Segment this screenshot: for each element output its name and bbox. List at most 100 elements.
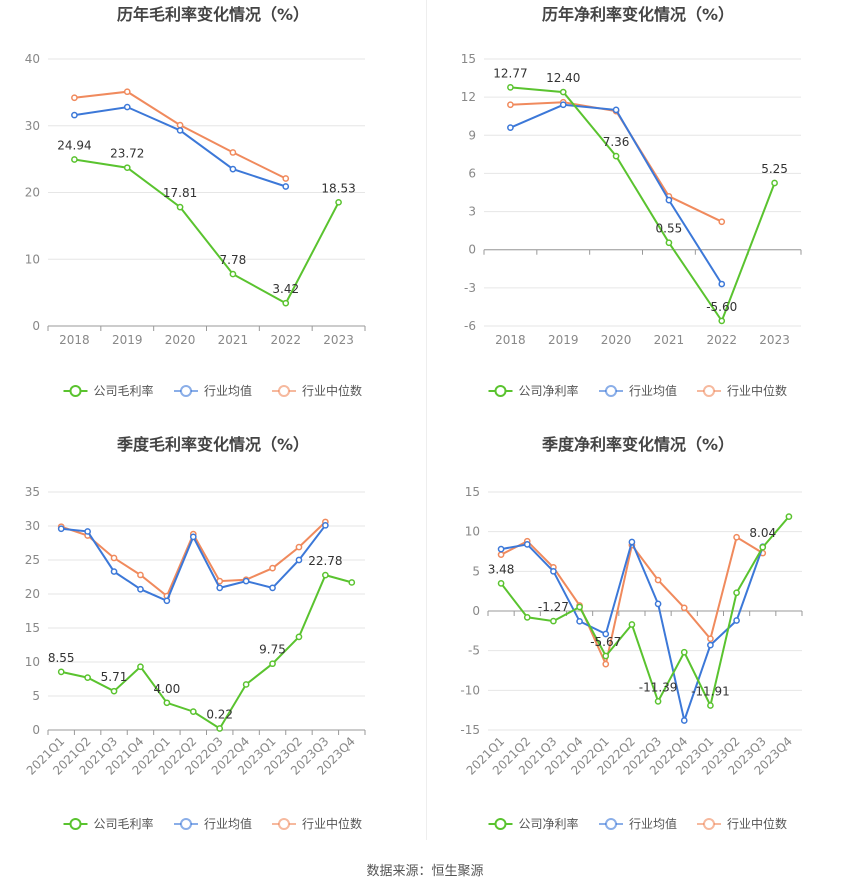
data-label: -1.27 [538,600,569,614]
y-tick-label: -5 [468,644,480,658]
legend-swatch-marker [180,818,192,830]
chart-title: 季度毛利率变化情况（%） [116,435,309,454]
panel-divider [426,0,427,840]
y-tick-label: -3 [464,281,476,295]
data-point-company [707,702,714,709]
legend: 公司净利率 行业均值 行业中位数 [488,383,787,398]
series-company [497,513,793,709]
legend-item-median: 行业中位数 [697,383,787,398]
data-point-company [576,603,583,611]
data-point-company [733,589,740,597]
legend-item-avg: 行业均值 [174,816,252,831]
legend-swatch-marker [278,385,290,397]
data-point-company [507,84,514,91]
data-point-company [176,203,184,211]
data-point-median [282,175,290,182]
legend-item-company: 公司净利率 [488,383,579,398]
data-label: 5.25 [761,162,788,176]
data-point-avg [242,577,250,585]
data-point-company [718,317,726,325]
legend-item-company: 公司毛利率 [63,816,154,831]
legend-swatch-marker [703,818,715,830]
data-point-company [71,156,78,163]
y-tick-label: 15 [461,52,476,66]
data-point-avg [137,585,144,593]
x-tick-label: 2018 [495,333,526,347]
data-point-company [654,698,662,705]
data-point-company [282,299,290,307]
data-point-avg [269,584,276,592]
chart-title: 季度净利率变化情况（%） [541,435,734,454]
legend-label: 行业均值 [204,816,252,831]
data-label: 4.00 [154,682,181,696]
series-avg [57,521,329,605]
data-point-avg [163,597,171,605]
y-tick-label: 30 [25,119,40,133]
y-tick-label: 20 [25,186,40,200]
legend-swatch-marker [605,818,617,830]
legend-label: 行业中位数 [727,816,787,831]
data-point-company [57,668,65,676]
data-point-median [654,576,662,584]
legend: 公司毛利率 行业均值 行业中位数 [63,383,362,398]
series-company [71,156,342,307]
legend: 公司净利率 行业均值 行业中位数 [488,816,787,831]
legend-label: 行业中位数 [302,816,362,831]
series-avg [507,101,726,288]
data-label: 12.77 [493,66,527,80]
x-tick-label: 2022 [706,333,737,347]
data-point-company [335,198,342,206]
data-point-median [110,554,118,562]
data-source: 数据来源：恒生聚源 [366,864,484,879]
data-point-median [269,564,276,572]
data-point-company [295,633,303,641]
data-label: 3.48 [488,562,515,576]
data-label: 7.36 [603,135,630,149]
x-tick-label: 2021 [654,333,685,347]
data-point-median [71,94,78,102]
y-tick-label: 40 [25,52,40,66]
legend-label: 行业均值 [629,383,677,398]
data-point-avg [110,568,118,575]
data-point-avg [71,111,78,119]
data-point-median [680,604,688,612]
data-label: -11.39 [639,680,678,694]
data-point-avg [550,567,557,575]
data-point-company [242,681,250,688]
data-label: 17.81 [163,186,197,200]
data-point-avg [123,103,131,111]
series-avg [497,538,767,725]
data-point-company [628,621,636,628]
data-point-median [733,533,740,541]
data-label: -5.67 [590,635,621,649]
y-tick-label: 35 [25,485,40,499]
data-point-avg [718,280,726,288]
data-point-company [785,513,793,520]
data-label: -5.60 [706,300,737,314]
chart-title: 历年净利率变化情况（%） [542,5,734,24]
series-line-company [60,573,353,730]
data-label: 24.94 [57,139,91,153]
y-tick-label: 9 [468,128,476,142]
data-point-median [507,101,514,109]
data-point-median [718,218,726,226]
data-point-avg [612,106,620,114]
legend-label: 公司毛利率 [94,816,154,831]
x-tick-label: 2019 [112,333,143,347]
data-point-avg [176,127,184,134]
series-median [507,98,726,226]
data-point-company [269,660,276,668]
data-point-company [229,270,237,278]
data-label: 8.04 [749,526,776,540]
data-point-company [110,687,118,695]
legend-label: 行业中位数 [727,383,787,398]
data-point-avg [665,196,673,204]
y-tick-label: 0 [468,243,476,257]
data-point-median [176,121,184,129]
legend-swatch-marker [69,385,82,397]
legend-label: 行业均值 [629,816,677,831]
data-point-median [602,660,610,668]
data-label: 0.22 [206,708,233,722]
series-line-company [74,158,340,305]
data-point-company [497,580,505,587]
